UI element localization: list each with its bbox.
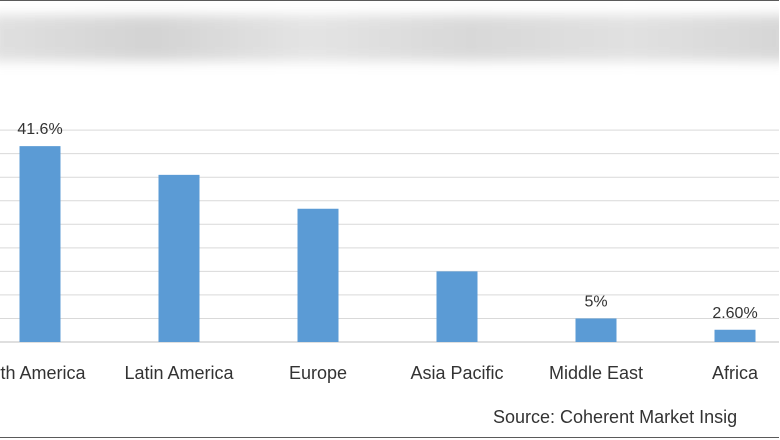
category-label: Middle East [549,363,643,383]
category-label: Latin America [124,363,234,383]
data-label: 5% [584,293,607,310]
bars [19,146,756,342]
category-label: Europe [289,363,347,383]
bar-asia-pacific [436,271,478,342]
source-note: Source: Coherent Market Insig [493,407,738,427]
blurred-chart-title [0,15,779,61]
bar-africa [714,329,756,342]
bar-latin-america [158,174,200,342]
category-label: Africa [712,363,759,383]
category-labels: rth America Latin America Europe Asia Pacif… [0,363,759,383]
category-label: rth America [0,363,87,383]
gridlines [0,129,779,343]
bar-rth-america [19,146,61,342]
bar-middle-east [575,318,617,342]
bar-europe [297,208,339,342]
data-labels: 41.6% 5% 2.60% [17,121,757,322]
data-label: 2.60% [712,305,757,322]
category-label: Asia Pacific [410,363,503,383]
data-label: 41.6% [17,121,62,138]
